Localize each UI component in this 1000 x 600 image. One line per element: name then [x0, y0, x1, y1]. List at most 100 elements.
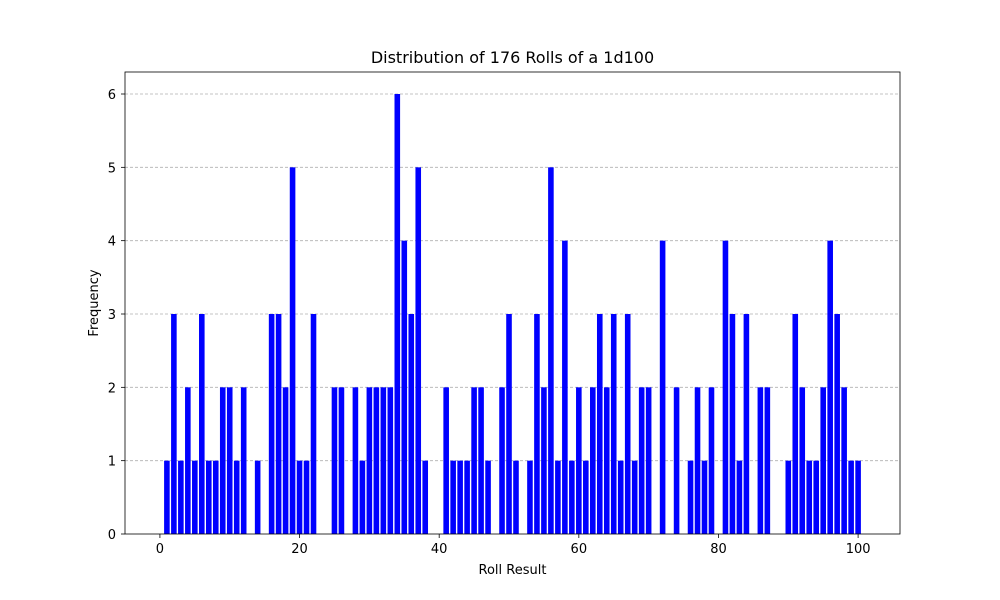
bar	[673, 387, 680, 534]
x-tick-label: 0	[156, 542, 164, 557]
bar	[694, 387, 701, 534]
bar	[471, 387, 477, 534]
bar	[827, 240, 833, 534]
bar	[178, 460, 184, 534]
bar	[743, 314, 750, 534]
bar	[366, 387, 373, 534]
grid-lines	[125, 93, 900, 462]
x-tick-label: 100	[846, 542, 871, 557]
y-tick-label: 3	[108, 308, 116, 323]
bar	[757, 387, 764, 534]
bar	[548, 167, 554, 535]
bar	[164, 460, 170, 534]
x-tick-label: 20	[291, 542, 308, 557]
bar	[289, 167, 296, 535]
bar	[855, 460, 861, 534]
bar	[764, 387, 771, 534]
bar	[848, 460, 854, 534]
y-tick-label: 5	[108, 161, 116, 176]
bar	[205, 460, 212, 534]
x-tick-label: 40	[431, 542, 448, 557]
bar	[820, 387, 826, 534]
bar	[722, 240, 729, 534]
x-axis-ticks: 0 20 40 60 80 100	[156, 534, 871, 557]
y-tick-label: 4	[108, 235, 116, 250]
bar	[729, 314, 736, 534]
x-tick-label: 60	[571, 542, 588, 557]
bar	[834, 314, 840, 534]
bar	[296, 460, 303, 534]
chart-title: Distribution of 176 Rolls of a 1d100	[371, 48, 654, 67]
bar	[373, 387, 380, 534]
x-axis-label: Roll Result	[479, 563, 547, 578]
bar	[268, 314, 275, 534]
bar	[408, 314, 415, 534]
bar	[541, 387, 547, 534]
bar	[443, 387, 449, 534]
bar	[799, 387, 806, 534]
bar	[590, 387, 596, 534]
bar	[338, 387, 345, 534]
bar	[555, 460, 561, 534]
bar	[645, 387, 652, 534]
bar	[701, 460, 708, 534]
y-tick-label: 6	[108, 88, 116, 103]
bar	[192, 460, 198, 534]
bar	[380, 387, 387, 534]
bar	[736, 460, 743, 534]
bar	[610, 314, 617, 534]
bar	[806, 460, 813, 534]
bar	[596, 314, 603, 534]
bar	[841, 387, 847, 534]
bar	[624, 314, 631, 534]
bar	[499, 387, 505, 534]
bar	[638, 387, 645, 534]
bar	[659, 240, 666, 534]
bar	[212, 460, 219, 534]
x-tick-label: 80	[710, 542, 727, 557]
bar	[199, 314, 205, 534]
plot-frame	[124, 71, 901, 535]
y-tick-label: 2	[108, 381, 116, 396]
bar	[534, 314, 540, 534]
bar	[310, 314, 317, 534]
bar	[464, 460, 470, 534]
bar	[485, 460, 491, 534]
bar	[603, 387, 610, 534]
bar	[785, 460, 792, 534]
bar	[708, 387, 715, 534]
bar	[233, 460, 240, 534]
bar	[226, 387, 233, 534]
y-tick-label: 0	[108, 528, 116, 543]
bar	[387, 387, 394, 534]
bar	[562, 240, 568, 534]
bar	[422, 460, 429, 534]
bar	[254, 460, 261, 534]
bar	[415, 167, 422, 535]
bar	[240, 387, 247, 534]
y-axis-label: Frequency	[87, 269, 102, 336]
bar	[617, 460, 624, 534]
bar	[171, 314, 177, 534]
y-axis-ticks: 0 1 2 3 4 5 6	[108, 88, 125, 543]
bar	[275, 314, 282, 534]
bar	[506, 314, 512, 534]
bar	[359, 460, 366, 534]
bar	[576, 387, 582, 534]
bar	[331, 387, 338, 534]
bar	[792, 314, 799, 534]
bar	[813, 460, 820, 534]
bar	[394, 94, 401, 534]
bar	[513, 460, 519, 534]
bar	[457, 460, 463, 534]
bar	[478, 387, 484, 534]
bar	[569, 460, 575, 534]
bar	[185, 387, 191, 534]
y-tick-label: 1	[108, 455, 116, 470]
bar	[401, 240, 408, 534]
bar	[282, 387, 289, 534]
bar	[219, 387, 226, 534]
bar	[583, 460, 589, 534]
bar	[450, 460, 456, 534]
